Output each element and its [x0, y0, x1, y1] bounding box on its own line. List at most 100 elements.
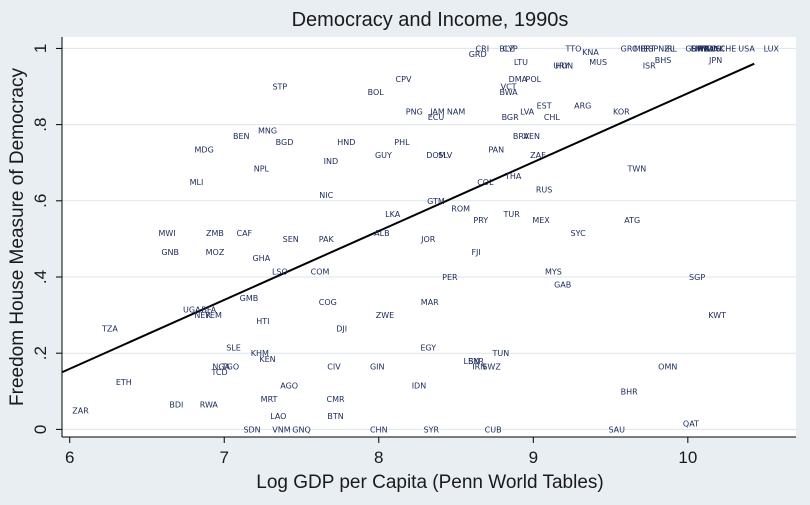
point-label: ZAR	[72, 406, 89, 415]
point-label: CPV	[396, 75, 412, 84]
fit-line-layer	[61, 62, 755, 374]
point-label: LUX	[764, 44, 780, 53]
point-label: NLD	[701, 44, 718, 53]
point-label: VCT	[501, 83, 517, 92]
point-label: CAF	[237, 229, 253, 238]
point-label: GHA	[252, 254, 270, 263]
point-label: BHS	[655, 56, 672, 65]
point-label: ESP	[643, 44, 658, 53]
point-label: TUN	[491, 349, 509, 358]
y-tick-label: .4	[31, 270, 50, 284]
point-label: SYR	[468, 357, 484, 366]
point-label: DOM	[426, 151, 445, 160]
point-label: LSO	[272, 267, 288, 276]
point-label: MLI	[190, 178, 204, 187]
point-label: PHL	[394, 138, 410, 147]
point-label: HTI	[256, 317, 269, 326]
y-tick-label: .2	[31, 346, 50, 360]
point-label: FJI	[471, 248, 480, 257]
grid-lines	[62, 47, 796, 430]
y-tick-label: .6	[31, 194, 50, 208]
point-label: THA	[504, 172, 522, 181]
point-label: UGA	[183, 305, 201, 314]
point-label: PER	[442, 273, 458, 282]
point-label: GTM	[427, 197, 445, 206]
point-label: OMN	[658, 363, 677, 372]
point-label: POL	[526, 75, 542, 84]
point-label: KOR	[613, 107, 630, 116]
point-label: SAU	[608, 425, 625, 434]
point-label: LVA	[520, 107, 535, 116]
point-label: ZAF	[530, 151, 546, 160]
point-label: JOR	[420, 235, 436, 244]
point-label: PNG	[406, 107, 423, 116]
point-label: NER	[194, 311, 211, 320]
point-label: HND	[337, 138, 355, 147]
point-label: CIV	[327, 363, 341, 372]
point-label: LBN	[464, 357, 480, 366]
point-label: CUB	[485, 425, 502, 434]
point-label: IRL	[665, 44, 678, 53]
point-label: IRN	[472, 363, 486, 372]
point-label: GNQ	[292, 425, 310, 434]
point-label: BGD	[276, 138, 294, 147]
point-label: ALB	[374, 229, 389, 238]
point-label: BDI	[169, 401, 183, 410]
point-label: MRT	[261, 395, 278, 404]
point-label: LTU	[514, 58, 528, 67]
point-label: TGO	[221, 363, 239, 372]
point-label: URY	[553, 62, 569, 71]
point-label: TTO	[565, 44, 582, 53]
point-label: BTN	[327, 412, 343, 421]
point-label: DMA	[509, 75, 528, 84]
point-label: GNB	[161, 248, 179, 257]
y-tick-label: 1	[31, 44, 50, 53]
point-label: ITA	[697, 44, 710, 53]
point-label: TZA	[101, 324, 118, 333]
point-label: PRY	[473, 216, 488, 225]
point-label: BFA	[201, 305, 216, 314]
point-label: GRC	[621, 44, 638, 53]
x-axis-label: Log GDP per Capita (Penn World Tables)	[256, 472, 603, 493]
point-label: SDN	[243, 425, 260, 434]
point-label: NGA	[212, 363, 230, 372]
y-tick-label: .8	[31, 118, 50, 132]
point-label: TWN	[626, 164, 646, 173]
point-label: ATG	[624, 216, 640, 225]
point-label: NIC	[319, 191, 333, 200]
point-label: EST	[537, 102, 552, 111]
x-tick-label: 7	[220, 448, 229, 467]
point-label: TCD	[211, 368, 228, 377]
point-label: IND	[324, 157, 339, 166]
point-label: MWI	[158, 229, 175, 238]
point-label: NAM	[447, 107, 465, 116]
point-label: SLV	[438, 151, 453, 160]
point-label: BLZ	[499, 44, 515, 53]
point-label: DJI	[336, 324, 347, 333]
point-label: KHM	[251, 349, 269, 358]
point-label: PAK	[319, 235, 335, 244]
point-label: MUS	[589, 58, 607, 67]
point-label: STP	[272, 83, 287, 92]
point-label: RWA	[200, 401, 219, 410]
point-label: BRA	[513, 132, 530, 141]
point-label: ARG	[574, 102, 591, 111]
point-label: FIN	[691, 44, 704, 53]
point-label: CMR	[326, 395, 344, 404]
point-label: BOL	[368, 88, 385, 97]
point-label: SYC	[571, 229, 587, 238]
point-label: NPL	[254, 164, 270, 173]
point-label: MEX	[532, 216, 550, 225]
point-label: ETH	[116, 378, 132, 387]
point-label: CHL	[544, 113, 561, 122]
point-label: GAB	[554, 281, 571, 290]
point-label: JPN	[708, 56, 722, 65]
point-label: MOZ	[206, 248, 225, 257]
point-label: EGY	[420, 343, 436, 352]
point-label: LAO	[270, 412, 286, 421]
point-label: TUR	[503, 210, 521, 219]
point-label: AGO	[280, 382, 298, 391]
point-label: CRI	[476, 44, 490, 53]
